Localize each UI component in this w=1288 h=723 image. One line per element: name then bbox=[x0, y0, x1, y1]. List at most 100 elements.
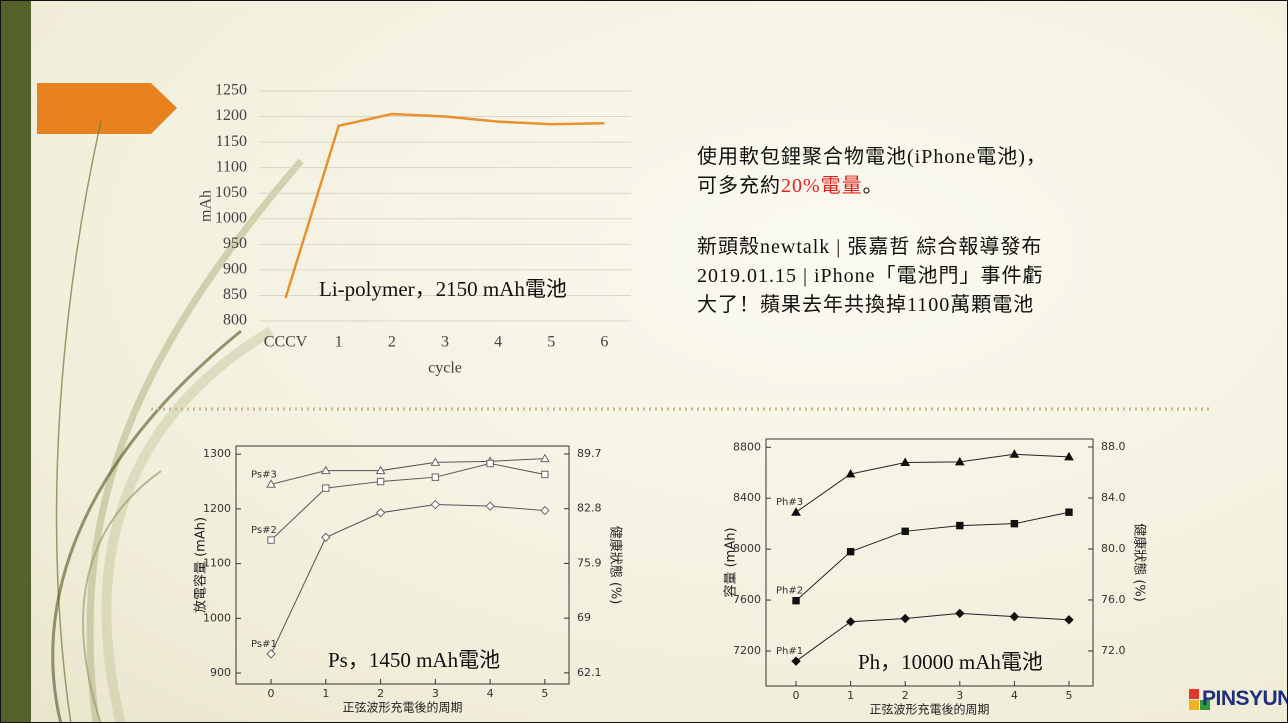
x-tick-label: 2 bbox=[377, 687, 384, 700]
series-label: Ph#1 bbox=[776, 646, 803, 657]
note-line: 使用軟包鋰聚合物電池(iPhone電池)， bbox=[697, 143, 1047, 172]
y2-tick-label: 72.0 bbox=[1101, 644, 1126, 657]
marker bbox=[1010, 450, 1018, 457]
x-tick-label: 3 bbox=[956, 689, 963, 702]
source-line: 新頭殼newtalk | 張嘉哲 綜合報導發布 bbox=[697, 233, 1044, 262]
charts: 800850900950100010501100115012001250CCCV… bbox=[1, 1, 1288, 723]
x-tick-label: 3 bbox=[432, 687, 439, 700]
y-tick-label: 1250 bbox=[215, 82, 247, 99]
marker bbox=[957, 522, 963, 528]
x-tick-label: 5 bbox=[541, 687, 548, 700]
y-tick-label: 1050 bbox=[215, 184, 247, 201]
note: 使用軟包鋰聚合物電池(iPhone電池)， 可多充約20%電量。 bbox=[697, 143, 1047, 201]
series-line bbox=[271, 505, 545, 654]
marker bbox=[486, 502, 494, 510]
y2-tick-label: 62.1 bbox=[577, 666, 602, 679]
y2-tick-label: 75.9 bbox=[577, 556, 602, 569]
logo-square bbox=[1189, 700, 1199, 710]
x-tick-label: 4 bbox=[487, 687, 494, 700]
y-tick-label: 7200 bbox=[733, 644, 761, 657]
y2-tick-label: 89.7 bbox=[577, 447, 602, 460]
logo: PINSYUN bbox=[1189, 685, 1281, 715]
y-tick-label: 900 bbox=[210, 666, 231, 679]
x-axis-label: 正弦波形充電後的周期 bbox=[869, 702, 989, 717]
note-line: 可多充約20%電量。 bbox=[697, 172, 1047, 201]
y-tick-label: 1200 bbox=[215, 107, 247, 124]
x-axis-label: cycle bbox=[428, 360, 462, 377]
series-label: Ps#3 bbox=[251, 469, 277, 480]
marker bbox=[792, 657, 800, 665]
y-tick-label: 1300 bbox=[203, 447, 231, 460]
series-label: Ph#3 bbox=[776, 497, 803, 508]
series-line bbox=[271, 459, 545, 485]
x-tick-label: 5 bbox=[1065, 689, 1072, 702]
logo-text: PINSYUN bbox=[1202, 687, 1288, 711]
source-line: 大了！蘋果去年共換掉1100萬顆電池 bbox=[697, 291, 1044, 320]
y-tick-label: 8800 bbox=[733, 440, 761, 453]
note-text: 。 bbox=[863, 175, 884, 197]
y-tick-label: 8400 bbox=[733, 491, 761, 504]
slide: 800850900950100010501100115012001250CCCV… bbox=[0, 0, 1288, 723]
y2-tick-label: 69 bbox=[577, 611, 591, 624]
x-tick-label: 2 bbox=[388, 334, 396, 351]
marker bbox=[1011, 520, 1017, 526]
marker bbox=[268, 537, 274, 543]
x-tick-label: 0 bbox=[268, 687, 275, 700]
y-axis-label: 放電容量 (mAh) bbox=[193, 517, 209, 613]
y2-axis-label: 健康狀態 (%) bbox=[608, 526, 624, 605]
marker bbox=[267, 650, 275, 658]
note-text: 可多充約 bbox=[697, 175, 781, 197]
x-tick-label: 1 bbox=[335, 334, 343, 351]
marker bbox=[542, 471, 548, 477]
series-label: Ph#2 bbox=[776, 586, 803, 597]
marker bbox=[902, 528, 908, 534]
y2-axis-label: 健康狀態 (%) bbox=[1132, 523, 1148, 602]
y-tick-label: 950 bbox=[223, 235, 247, 252]
marker bbox=[792, 508, 800, 515]
y-tick-label: 800 bbox=[223, 312, 247, 329]
y-axis-label: 容量 (mAh) bbox=[723, 527, 739, 597]
series-label: Ps#1 bbox=[251, 639, 277, 650]
x-tick-label: 0 bbox=[793, 689, 800, 702]
marker bbox=[377, 509, 385, 517]
marker bbox=[432, 474, 438, 480]
series-line bbox=[796, 512, 1069, 600]
marker bbox=[1010, 613, 1018, 621]
data-line bbox=[286, 114, 605, 298]
x-tick-label: 4 bbox=[1011, 689, 1018, 702]
marker bbox=[1065, 616, 1073, 624]
note-highlight: 20%電量 bbox=[781, 175, 863, 197]
marker bbox=[323, 485, 329, 491]
x-tick-label: CCCV bbox=[264, 334, 308, 351]
marker bbox=[1066, 509, 1072, 515]
x-tick-label: 4 bbox=[494, 334, 502, 351]
marker bbox=[901, 615, 909, 623]
y-tick-label: 900 bbox=[223, 261, 247, 278]
marker bbox=[377, 478, 383, 484]
marker bbox=[487, 460, 493, 466]
y-tick-label: 850 bbox=[223, 286, 247, 303]
x-tick-label: 1 bbox=[847, 689, 854, 702]
x-tick-label: 1 bbox=[322, 687, 329, 700]
y-axis-label: mAh bbox=[198, 190, 215, 222]
annotation: Li-polymer，2150 mAh電池 bbox=[319, 277, 567, 301]
y2-tick-label: 80.0 bbox=[1101, 542, 1126, 555]
y-tick-label: 1100 bbox=[216, 158, 247, 175]
x-axis-label: 正弦波形充電後的周期 bbox=[342, 700, 462, 715]
y2-tick-label: 76.0 bbox=[1101, 593, 1126, 606]
marker bbox=[431, 501, 439, 509]
series-line bbox=[796, 454, 1069, 512]
y2-tick-label: 88.0 bbox=[1101, 440, 1126, 453]
marker bbox=[793, 597, 799, 603]
y2-tick-label: 82.8 bbox=[577, 502, 602, 515]
series-label: Ps#2 bbox=[251, 525, 277, 536]
marker bbox=[847, 618, 855, 626]
y-tick-label: 1150 bbox=[216, 133, 247, 150]
marker bbox=[541, 507, 549, 515]
x-tick-label: 6 bbox=[600, 334, 608, 351]
marker bbox=[541, 455, 549, 462]
annotation: Ps，1450 mAh電池 bbox=[328, 648, 500, 672]
x-tick-label: 3 bbox=[441, 334, 449, 351]
y-tick-label: 1200 bbox=[203, 502, 231, 515]
series-line bbox=[271, 464, 545, 541]
